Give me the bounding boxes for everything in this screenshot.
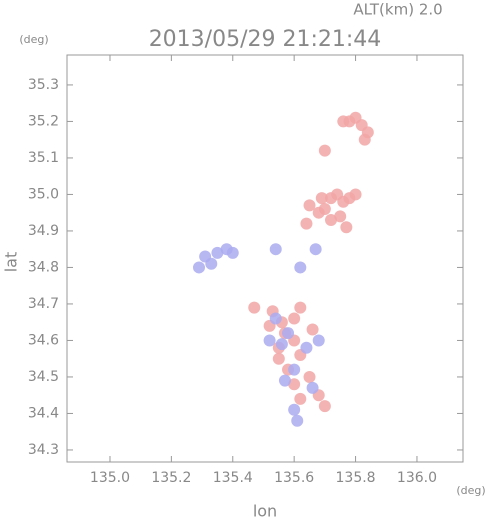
x-axis-label: lon [253, 502, 277, 521]
echo-point [303, 199, 316, 212]
chart-title: 2013/05/29 21:21:44 [149, 27, 382, 52]
y-axis-label: lat [2, 252, 21, 273]
echo-point [294, 301, 307, 314]
y-tick-label: 35.2 [28, 113, 59, 129]
echo-point [294, 392, 307, 405]
echo-point [288, 403, 301, 416]
echo-point [300, 341, 313, 354]
echo-point [288, 378, 301, 391]
y-tick-label: 34.9 [28, 223, 59, 239]
echo-point [288, 312, 301, 325]
x-tick-label: 135.4 [213, 470, 253, 486]
y-tick-label: 34.5 [28, 369, 59, 385]
x-tick-label: 135.8 [336, 470, 376, 486]
echo-point [211, 246, 224, 259]
echo-point [303, 370, 316, 383]
altitude-label: ALT(km) 2.0 [353, 1, 442, 19]
echo-point [315, 192, 328, 205]
echo-point [226, 246, 239, 259]
echo-point [312, 206, 325, 219]
echo-point [340, 221, 353, 234]
echo-point [269, 312, 282, 325]
echo-point [318, 144, 331, 157]
y-tick-label: 35.1 [28, 150, 59, 166]
y-unit: (deg) [19, 33, 48, 46]
echo-point [349, 188, 362, 201]
echo-point [272, 352, 285, 365]
echo-point [269, 243, 282, 256]
y-tick-label: 34.4 [28, 405, 59, 421]
y-tick-label: 34.6 [28, 332, 59, 348]
y-tick-label: 35.0 [28, 186, 59, 202]
echo-point [309, 243, 322, 256]
x-unit: (deg) [456, 484, 485, 497]
x-tick-label: 136.0 [397, 470, 437, 486]
y-tick-label: 35.3 [28, 77, 59, 93]
echo-point [193, 261, 205, 274]
echo-point [294, 261, 307, 274]
echo-point [291, 414, 304, 427]
echo-point [306, 323, 319, 336]
echo-point [205, 257, 218, 270]
y-tick-label: 34.3 [28, 442, 59, 458]
echo-point [275, 338, 288, 351]
x-tick-label: 135.6 [274, 470, 314, 486]
echo-point [263, 334, 276, 347]
echo-point [300, 217, 313, 230]
x-tick-label: 135.0 [90, 470, 130, 486]
echo-point [337, 115, 350, 128]
echo-point [306, 381, 319, 394]
echo-point [312, 334, 325, 347]
echo-point [325, 213, 337, 226]
plot-frame [66, 54, 464, 463]
x-tick-label: 135.2 [151, 470, 191, 486]
y-tick-label: 34.7 [28, 296, 59, 312]
echo-point [278, 374, 291, 387]
echo-point [334, 210, 347, 223]
echo-point [358, 133, 371, 146]
echo-point [248, 301, 261, 314]
echo-point [282, 327, 295, 340]
echo-point [318, 400, 331, 413]
y-tick-label: 34.8 [28, 259, 59, 275]
echo-point [288, 363, 301, 376]
